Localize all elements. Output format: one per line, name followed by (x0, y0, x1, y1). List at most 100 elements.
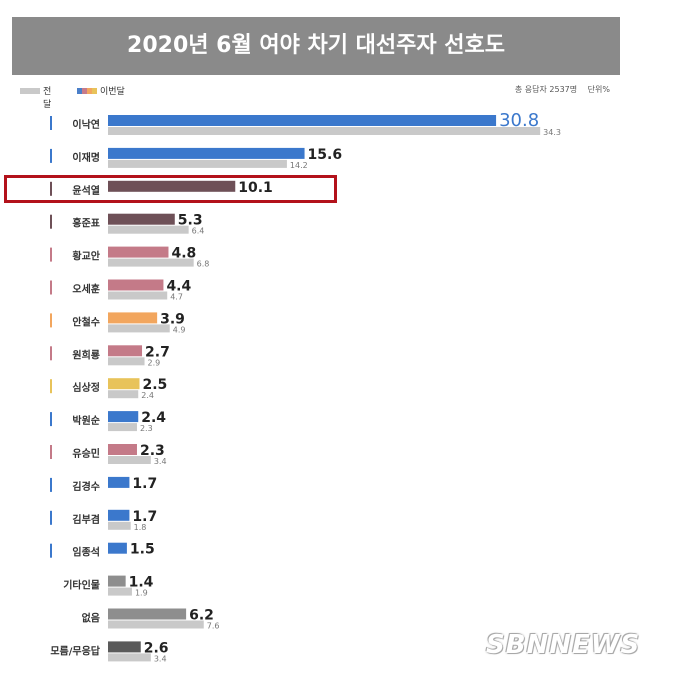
previous-value-label: 4.9 (173, 325, 186, 334)
current-bar (108, 542, 127, 554)
category-marker (50, 510, 52, 525)
current-value-label: 2.7 (145, 344, 170, 360)
category-label: 이낙연 (72, 118, 100, 131)
previous-value-label: 2.3 (140, 424, 153, 433)
category-label: 원희룡 (72, 348, 100, 361)
current-bar (108, 411, 139, 423)
current-bar (108, 115, 497, 126)
title-bar: 2020년 6월 여야 차기 대선주자 선호도 (12, 17, 620, 75)
previous-value-label: 6.4 (192, 227, 205, 236)
current-bar (108, 608, 187, 620)
current-bar (108, 312, 158, 324)
category-marker (50, 247, 52, 262)
current-value-label: 1.5 (130, 542, 155, 558)
previous-bar (108, 456, 151, 464)
current-bar (108, 246, 169, 258)
current-bar (108, 509, 130, 521)
category-marker (50, 412, 52, 427)
previous-value-label: 6.8 (197, 260, 210, 269)
current-bar (108, 575, 126, 587)
current-bar (108, 378, 140, 390)
category-label: 김부겸 (72, 514, 100, 526)
current-value-label: 2.6 (144, 640, 169, 656)
previous-value-label: 34.3 (543, 128, 561, 137)
previous-bar (108, 225, 189, 234)
previous-bar (108, 159, 287, 168)
category-label: 유승민 (72, 447, 100, 460)
current-value-label: 1.7 (132, 509, 157, 525)
previous-value-label: 14.2 (290, 161, 308, 170)
category-label: 윤석열 (72, 184, 100, 197)
current-value-label: 1.7 (132, 476, 157, 492)
previous-value-label: 2.4 (141, 391, 154, 400)
previous-bar (108, 390, 139, 399)
current-value-label: 15.6 (308, 147, 343, 163)
category-marker (50, 379, 52, 394)
unit-label: 단위% (587, 85, 610, 94)
current-bar (108, 180, 236, 192)
survey-meta: 총 응답자 2537명 단위% (507, 84, 610, 95)
current-value-label: 4.8 (171, 246, 196, 262)
category-label: 없음 (82, 612, 100, 625)
previous-value-label: 1.9 (135, 589, 148, 598)
previous-value-label: 7.6 (207, 622, 220, 631)
current-bar (108, 345, 143, 357)
legend-previous-label: 전달 (43, 87, 52, 110)
current-bar (108, 279, 164, 291)
category-label: 모름/무응답 (50, 645, 100, 657)
category-marker (50, 543, 52, 558)
current-value-label: 10.1 (238, 180, 273, 196)
current-value-label: 2.3 (140, 443, 165, 459)
category-label: 임종석 (72, 546, 100, 559)
previous-bar (108, 653, 151, 662)
previous-bar (108, 324, 170, 333)
category-label: 오세훈 (72, 283, 100, 296)
category-marker (50, 214, 52, 229)
legend-previous-swatch (20, 88, 40, 94)
current-value-label: 3.9 (160, 311, 185, 327)
current-value-label: 6.2 (189, 608, 214, 624)
category-label: 안철수 (72, 315, 100, 328)
current-value-label: 4.4 (166, 279, 191, 295)
previous-bar (108, 291, 168, 300)
previous-value-label: 2.9 (148, 358, 161, 367)
previous-bar (108, 127, 541, 135)
previous-value-label: 1.8 (134, 523, 147, 532)
current-value-label: 2.4 (141, 410, 166, 426)
category-label: 박원순 (72, 414, 100, 427)
current-bar (108, 213, 175, 225)
category-marker (50, 445, 52, 459)
category-label: 김경수 (72, 480, 100, 493)
sample-size: 총 응답자 2537명 (514, 85, 578, 94)
previous-bar (108, 357, 145, 366)
category-marker (50, 148, 52, 163)
current-bar (108, 641, 141, 653)
previous-value-label: 4.7 (170, 293, 183, 302)
current-value-label: 5.3 (178, 213, 203, 229)
previous-value-label: 3.4 (154, 457, 167, 466)
current-value-label: 1.4 (129, 575, 154, 591)
previous-bar (108, 521, 131, 530)
current-bar (108, 147, 305, 159)
highlight-box (4, 175, 337, 203)
previous-bar (108, 620, 204, 629)
category-label: 기타인물 (63, 579, 100, 592)
watermark: SBNNEWS (486, 630, 641, 660)
category-marker (50, 116, 52, 130)
category-marker (50, 477, 52, 492)
chart-title: 2020년 6월 여야 차기 대선주자 선호도 (127, 33, 505, 58)
previous-value-label: 3.4 (154, 654, 167, 663)
current-bar (108, 444, 137, 455)
category-marker (50, 181, 52, 196)
category-label: 이재명 (72, 151, 100, 164)
legend-current-label: 이번달 (100, 87, 125, 97)
previous-bar (108, 587, 132, 596)
category-label: 심상정 (72, 381, 100, 394)
current-value-label: 2.5 (143, 377, 168, 393)
current-bar (108, 476, 130, 488)
previous-bar (108, 423, 137, 432)
category-marker (50, 346, 52, 361)
legend-current-swatch (77, 88, 97, 94)
category-marker (50, 280, 52, 295)
